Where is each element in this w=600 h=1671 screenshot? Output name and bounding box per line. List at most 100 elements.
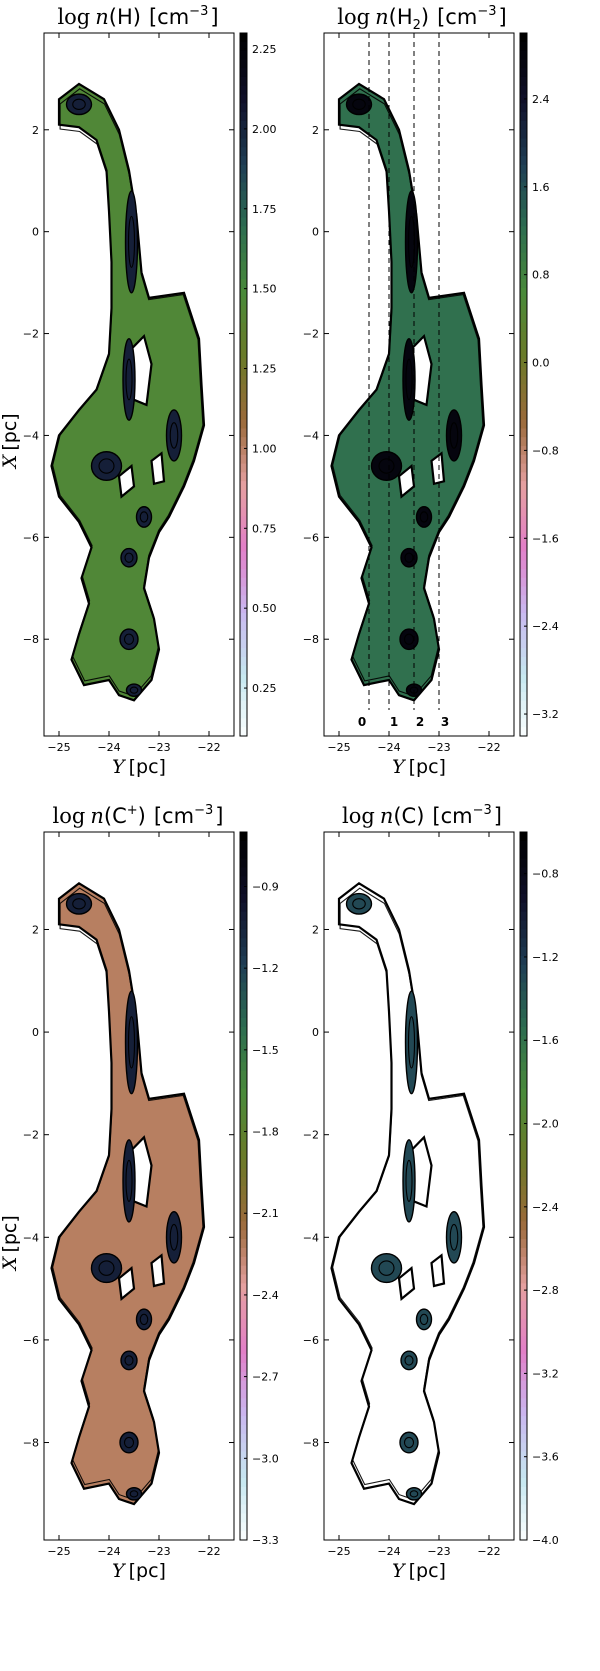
colorbar-segment <box>240 1292 247 1302</box>
colorbar-segment <box>240 1504 247 1515</box>
colorbar-segment <box>240 612 247 623</box>
colorbar-segment <box>520 1221 527 1231</box>
dense-core <box>135 1308 153 1331</box>
slit-label-3: 3 <box>441 715 449 729</box>
colorbar-segment <box>520 569 527 579</box>
colorbar-segment <box>520 287 527 298</box>
colorbar-segment <box>520 1380 527 1391</box>
y-tick-label: 0 <box>312 226 319 239</box>
core-contour <box>419 511 429 523</box>
colorbar-segment <box>520 1088 527 1099</box>
colorbar-segment <box>520 1354 527 1364</box>
colorbar-segment <box>520 1106 527 1116</box>
y-tick-label: −6 <box>303 1334 319 1347</box>
dense-core <box>122 337 136 421</box>
title-exponent: −3 <box>477 4 496 19</box>
core-contour <box>404 1355 414 1366</box>
colorbar-frame <box>239 831 248 1541</box>
colorbar-segment <box>240 1327 247 1338</box>
colorbar-segment <box>520 191 527 201</box>
colorbar-segment <box>240 1256 247 1267</box>
dense-core <box>124 990 139 1095</box>
y-axis-variable: X <box>0 1255 21 1272</box>
colorbar-segment <box>520 410 527 421</box>
axes-frame <box>323 32 515 737</box>
colorbar-tick-label: 2.25 <box>252 43 277 56</box>
colorbar-segment <box>240 1336 247 1346</box>
y-tick-label: −6 <box>303 531 319 544</box>
title-species: (C <box>104 804 127 828</box>
colorbar-segment <box>240 621 247 632</box>
colorbar-segment <box>520 692 527 702</box>
colorbar-segment <box>240 279 247 289</box>
colorbar-segment <box>240 1460 247 1470</box>
colorbar-segment <box>240 41 247 52</box>
colorbar-segment <box>520 1053 527 1063</box>
colorbar-tick-label: 1.6 <box>532 181 550 194</box>
colorbar-segment <box>520 612 527 623</box>
colorbar-segment <box>240 832 247 842</box>
core-contour <box>127 215 136 268</box>
colorbar-segment <box>240 1301 247 1311</box>
core-contour <box>98 458 115 474</box>
colorbar-segment <box>520 173 527 183</box>
x-axis-label: Y [pc] <box>112 1560 166 1582</box>
colorbar-segment <box>520 1531 527 1541</box>
x-axis-unit: [pc] <box>409 756 446 778</box>
colorbar-segment <box>240 1239 247 1249</box>
colorbar-segment <box>240 384 247 394</box>
colorbar-segment <box>240 1017 247 1028</box>
core-contour <box>405 1159 413 1202</box>
colorbar-segment <box>240 1044 247 1054</box>
colorbar-segment <box>240 164 247 175</box>
colorbar-tick-label: 1.25 <box>252 363 277 376</box>
colorbar-segment <box>240 516 247 526</box>
colorbar-segment <box>240 982 247 992</box>
dense-core <box>120 547 138 568</box>
y-axis-unit: [pc] <box>0 413 21 450</box>
colorbar-segment <box>520 727 527 737</box>
colorbar-segment <box>520 911 527 922</box>
colorbar-segment <box>520 665 527 676</box>
colorbar-tick-label: −1.5 <box>252 1044 279 1057</box>
colorbar-segment <box>520 226 527 236</box>
colorbar-tick-label: 0.50 <box>252 602 277 615</box>
colorbar-segment <box>520 366 527 377</box>
dense-core <box>345 892 373 915</box>
slit-label-0: 0 <box>358 715 366 729</box>
colorbar-segment <box>240 1380 247 1391</box>
x-tick-label: −23 <box>427 1545 450 1558</box>
colorbar-segment <box>520 94 527 104</box>
colorbar-segment <box>520 208 527 219</box>
colorbar-tick-label: 0.8 <box>532 269 550 282</box>
core-contour <box>124 552 134 563</box>
y-tick-label: 2 <box>32 124 39 137</box>
colorbar-segment <box>240 199 247 210</box>
colorbar-segment <box>240 964 247 975</box>
colorbar-segment <box>240 1053 247 1063</box>
colorbar-segment <box>520 893 527 904</box>
colorbar-segment <box>520 358 527 368</box>
colorbar-tick-label: −3.0 <box>252 1452 279 1465</box>
core-contour <box>378 458 395 474</box>
colorbar-segment <box>520 648 527 658</box>
x-axis-variable: Y <box>112 1560 127 1582</box>
colorbar-segment <box>520 1327 527 1338</box>
colorbar-segment <box>240 1469 247 1479</box>
y-tick-label: −2 <box>23 1129 39 1142</box>
colorbar-segment <box>520 402 527 412</box>
dense-core <box>402 1139 416 1223</box>
colorbar-tick-label: −2.7 <box>252 1371 279 1384</box>
colorbar-segment <box>240 876 247 886</box>
y-tick-label: 0 <box>32 226 39 239</box>
dense-core <box>120 1350 138 1371</box>
slit-label-1: 1 <box>390 715 398 729</box>
title-n: n <box>95 5 109 29</box>
colorbar-segment <box>520 1062 527 1072</box>
colorbar-segment <box>520 938 527 948</box>
colorbar-segment <box>240 867 247 877</box>
colorbar-segment <box>520 525 527 535</box>
colorbar-segment <box>520 1097 527 1107</box>
